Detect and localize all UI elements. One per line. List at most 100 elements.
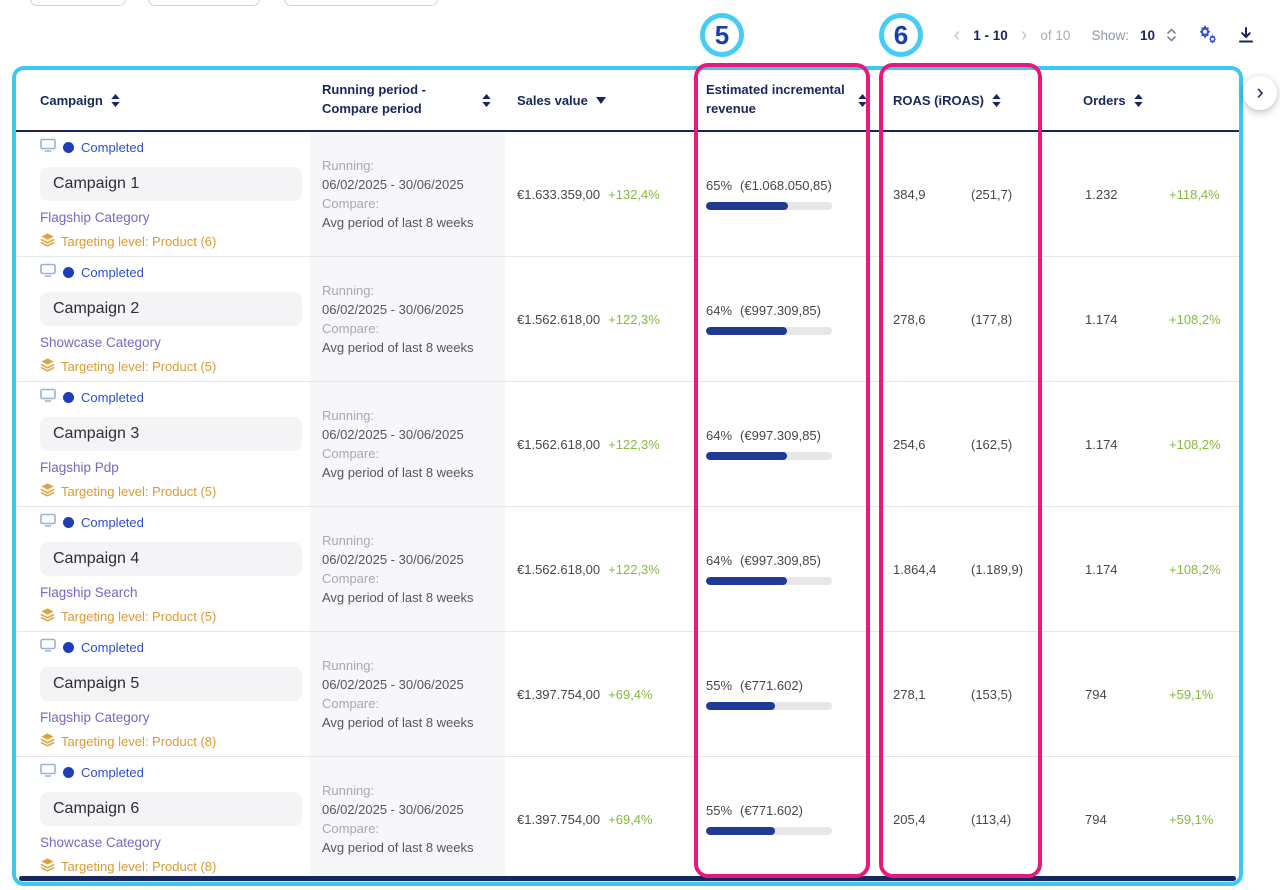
- category-link[interactable]: Flagship Category: [40, 210, 150, 225]
- monitor-icon: [40, 638, 56, 657]
- incremental-revenue-cell: 64% (€997.309,85): [694, 257, 881, 381]
- compare-value: Avg period of last 8 weeks: [322, 215, 474, 230]
- compare-value: Avg period of last 8 weeks: [322, 840, 474, 855]
- category-link[interactable]: Flagship Search: [40, 585, 138, 600]
- category-link[interactable]: Flagship Category: [40, 710, 150, 725]
- status-line: Completed: [40, 763, 310, 782]
- show-per-page-stepper-icon[interactable]: [1166, 27, 1177, 43]
- orders-value: 1.174: [1085, 436, 1118, 452]
- sales-change: +69,4%: [608, 811, 653, 827]
- compare-label: Compare:: [322, 821, 380, 836]
- running-period-cell: Running: 06/02/2025 - 30/06/2025 Compare…: [310, 257, 505, 381]
- sales-value-cell: €1.397.754,00 +69,4%: [505, 757, 694, 881]
- header-estimated-incremental-revenue-label: Estimated incremental revenue: [706, 82, 845, 116]
- status-dot-icon: [63, 767, 74, 778]
- campaign-name-link[interactable]: Campaign 3: [40, 417, 302, 451]
- roas-value: 1.864,4: [893, 561, 937, 577]
- cropped-filter-chip-3[interactable]: [284, 0, 438, 6]
- header-roas[interactable]: ROAS (iROAS): [881, 93, 1071, 108]
- sales-value: €1.633.359,00: [517, 186, 601, 202]
- incremental-percent: 55%: [706, 678, 733, 693]
- campaign-cell: Completed Campaign 1 Flagship Category T…: [16, 132, 310, 256]
- campaign-name-link[interactable]: Campaign 4: [40, 542, 302, 576]
- running-label: Running:: [322, 283, 375, 298]
- layers-icon: [40, 232, 55, 250]
- incremental-revenue-line: 64% (€997.309,85): [706, 303, 881, 318]
- incremental-percent: 64%: [706, 553, 733, 568]
- targeting-level-label: Targeting level: Product (6): [61, 233, 217, 249]
- orders-cell: 1.174 +108,2%: [1071, 257, 1239, 381]
- layers-icon: [40, 357, 55, 375]
- sales-value-cell: €1.633.359,00 +132,4%: [505, 132, 694, 256]
- table-row: Completed Campaign 5 Flagship Category T…: [16, 632, 1239, 757]
- sales-change: +132,4%: [608, 186, 660, 202]
- show-per-page-value[interactable]: 10: [1139, 27, 1155, 43]
- download-icon[interactable]: [1237, 26, 1255, 44]
- sales-change: +122,3%: [608, 311, 660, 327]
- campaign-name-link[interactable]: Campaign 5: [40, 667, 302, 701]
- status-line: Completed: [40, 388, 310, 407]
- running-dates: 06/02/2025 - 30/06/2025: [322, 802, 464, 817]
- sales-change: +122,3%: [608, 436, 660, 452]
- incremental-progress-bar: [706, 702, 832, 710]
- sales-value: €1.397.754,00: [517, 811, 601, 827]
- header-sales-value[interactable]: Sales value: [505, 93, 694, 108]
- settings-gears-icon[interactable]: [1196, 25, 1218, 45]
- targeting-level-label: Targeting level: Product (5): [61, 483, 217, 499]
- campaign-name-link[interactable]: Campaign 2: [40, 292, 302, 326]
- cropped-filter-chip-2[interactable]: [148, 0, 260, 6]
- iroas-value: (153,5): [971, 686, 1013, 702]
- incremental-value: (€997.309,85): [740, 303, 821, 318]
- running-dates: 06/02/2025 - 30/06/2025: [322, 427, 464, 442]
- campaign-table: Campaign Running period - Compare period…: [12, 66, 1243, 886]
- header-estimated-incremental-revenue[interactable]: Estimated incremental revenue: [694, 81, 881, 119]
- incremental-revenue-cell: 64% (€997.309,85): [694, 382, 881, 506]
- table-row: Completed Campaign 3 Flagship Pdp Target…: [16, 382, 1239, 507]
- cropped-filter-chip-1[interactable]: [30, 0, 126, 6]
- status-badge: Completed: [81, 390, 144, 405]
- orders-value: 1.174: [1085, 561, 1118, 577]
- incremental-progress-bar: [706, 577, 832, 585]
- roas-cell: 254,6 (162,5): [881, 382, 1071, 506]
- header-sales-value-label: Sales value: [517, 92, 588, 108]
- horizontal-scrollbar[interactable]: [19, 876, 1236, 881]
- roas-cell: 384,9 (251,7): [881, 132, 1071, 256]
- pagination-prev-icon[interactable]: ‹: [953, 24, 961, 46]
- sales-value: €1.562.618,00: [517, 561, 601, 577]
- pagination-bar: ‹ 1 - 10 › of 10 Show: 10: [952, 22, 1255, 48]
- roas-value: 205,4: [893, 811, 926, 827]
- targeting-level-label: Targeting level: Product (5): [61, 358, 217, 374]
- campaign-name-link[interactable]: Campaign 1: [40, 167, 302, 201]
- campaign-cell: Completed Campaign 5 Flagship Category T…: [16, 632, 310, 756]
- show-per-page-label: Show:: [1091, 27, 1129, 43]
- sales-value-cell: €1.397.754,00 +69,4%: [505, 632, 694, 756]
- running-label: Running:: [322, 158, 375, 173]
- incremental-progress-bar: [706, 327, 832, 335]
- monitor-icon: [40, 138, 56, 157]
- incremental-value: (€997.309,85): [740, 553, 821, 568]
- status-dot-icon: [63, 517, 74, 528]
- iroas-value: (162,5): [971, 436, 1013, 452]
- category-link[interactable]: Showcase Category: [40, 335, 161, 350]
- incremental-progress-bar: [706, 202, 832, 210]
- category-link[interactable]: Showcase Category: [40, 835, 161, 850]
- orders-change: +118,4%: [1169, 186, 1220, 202]
- header-campaign[interactable]: Campaign: [16, 93, 310, 108]
- iroas-value: (177,8): [971, 311, 1013, 327]
- category-link[interactable]: Flagship Pdp: [40, 460, 119, 475]
- scroll-right-button[interactable]: ›: [1243, 76, 1277, 110]
- orders-change: +108,2%: [1169, 436, 1221, 452]
- header-orders[interactable]: Orders: [1071, 93, 1239, 108]
- pagination-next-icon[interactable]: ›: [1020, 24, 1028, 46]
- monitor-icon: [40, 263, 56, 282]
- compare-label: Compare:: [322, 321, 380, 336]
- orders-change: +108,2%: [1169, 311, 1221, 327]
- incremental-percent: 55%: [706, 803, 733, 818]
- compare-value: Avg period of last 8 weeks: [322, 465, 474, 480]
- running-dates: 06/02/2025 - 30/06/2025: [322, 677, 464, 692]
- sales-value: €1.562.618,00: [517, 436, 601, 452]
- header-running-period[interactable]: Running period - Compare period: [310, 81, 505, 119]
- running-dates: 06/02/2025 - 30/06/2025: [322, 552, 464, 567]
- campaign-name-link[interactable]: Campaign 6: [40, 792, 302, 826]
- incremental-revenue-cell: 64% (€997.309,85): [694, 507, 881, 631]
